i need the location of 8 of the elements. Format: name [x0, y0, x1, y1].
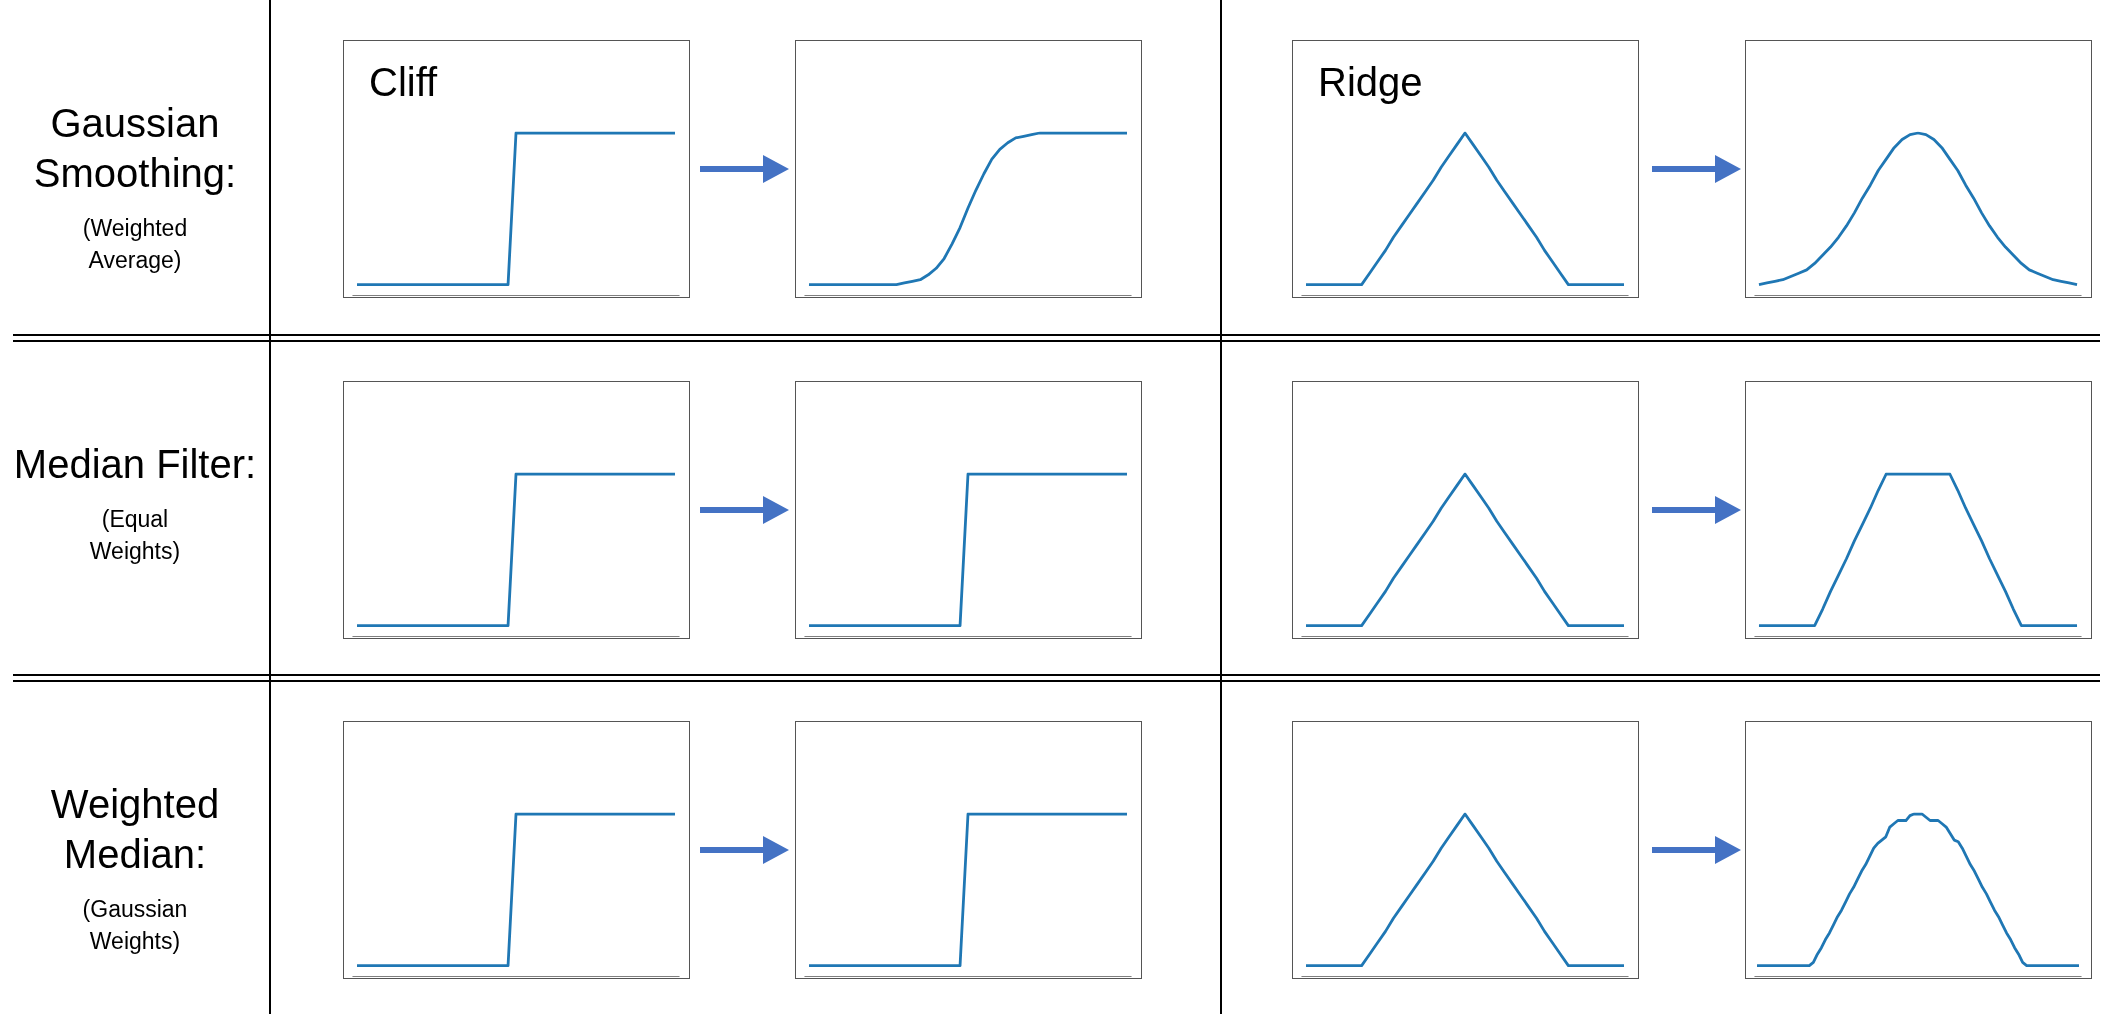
text: (Gaussian Weights) — [81, 895, 189, 956]
chart-title: Cliff — [369, 60, 439, 104]
text: (Equal Weights) — [88, 505, 182, 566]
text: (Weighted Average) — [81, 214, 189, 275]
chart-title: Ridge — [1318, 60, 1423, 104]
text: Weighted Median: — [49, 781, 221, 878]
text: Gaussian Smoothing: — [32, 100, 238, 197]
text: Median Filter: — [12, 441, 258, 488]
